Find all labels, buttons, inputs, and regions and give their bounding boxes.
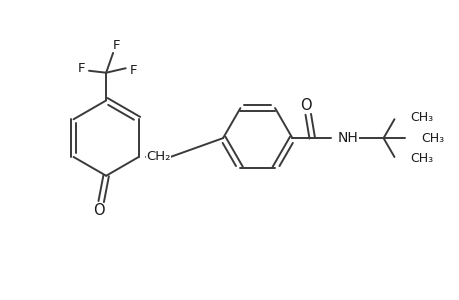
Text: F: F (129, 64, 137, 77)
Text: F: F (112, 40, 119, 52)
Text: N: N (146, 151, 156, 165)
Text: F: F (77, 62, 84, 75)
Text: CH₃: CH₃ (409, 152, 432, 166)
Text: O: O (300, 98, 311, 113)
Text: CH₂: CH₂ (146, 150, 170, 164)
Text: NH: NH (337, 131, 358, 145)
Text: CH₃: CH₃ (409, 111, 432, 124)
Text: CH₃: CH₃ (420, 132, 443, 145)
Text: O: O (93, 203, 105, 218)
